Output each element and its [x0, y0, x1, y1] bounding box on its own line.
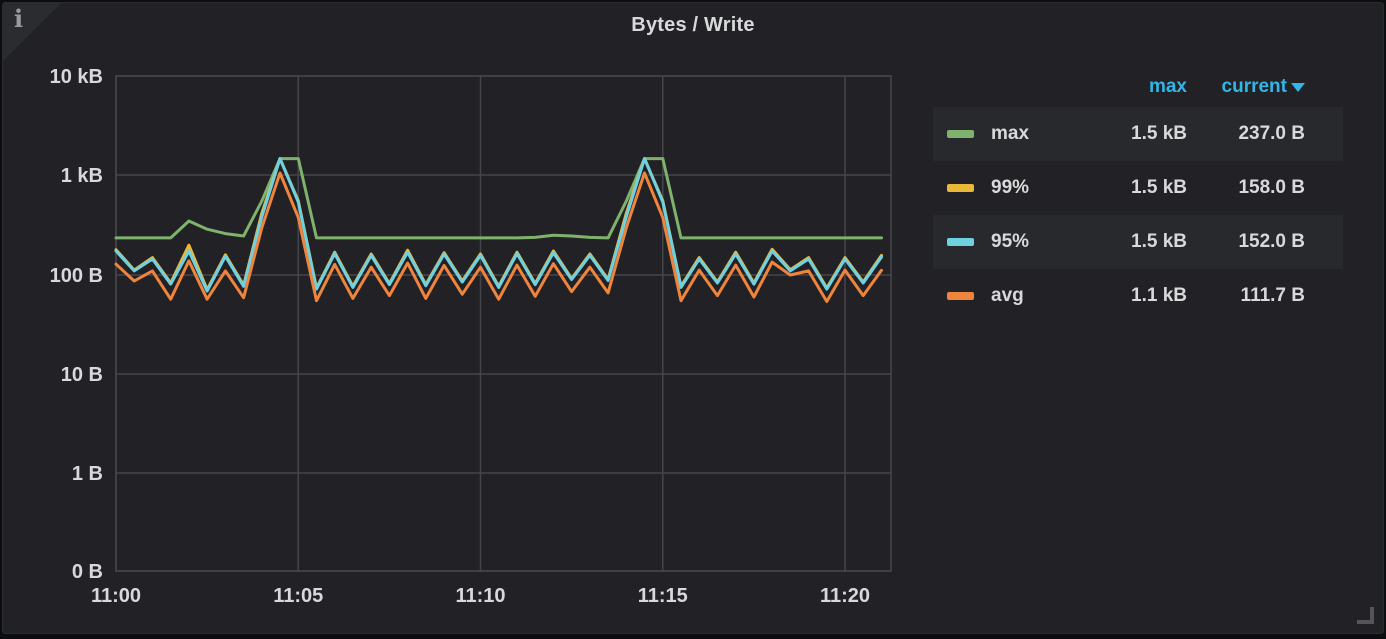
series-current-value: 152.0 B	[1187, 231, 1305, 253]
y-axis-tick-label: 100 B	[50, 265, 103, 287]
y-axis-tick-label: 0 B	[72, 561, 103, 583]
legend-sort-current-label: current	[1222, 76, 1287, 97]
y-axis-tick-label: 10 B	[61, 364, 103, 386]
x-axis-tick-label: 11:20	[820, 585, 870, 607]
legend-table: max current max 1.5 kB 237.0 B 99% 1.5 k…	[933, 67, 1343, 323]
legend-header: max current	[933, 67, 1343, 107]
series-label: max	[991, 123, 1029, 145]
x-axis-tick-label: 11:10	[455, 585, 505, 607]
series-max-value: 1.5 kB	[1073, 231, 1187, 253]
series-swatch-max	[947, 130, 974, 138]
x-axis-tick-label: 11:00	[91, 585, 141, 607]
plot-border	[116, 76, 891, 571]
series-swatch-avg	[947, 292, 974, 300]
series-label: 99%	[991, 177, 1029, 199]
series-swatch-95	[947, 238, 974, 246]
panel-title[interactable]: Bytes / Write	[3, 14, 1383, 37]
legend-row-max[interactable]: max 1.5 kB 237.0 B	[933, 107, 1343, 161]
series-label: avg	[991, 285, 1024, 307]
x-axis-tick-label: 11:05	[273, 585, 323, 607]
series-label: 95%	[991, 231, 1029, 253]
info-icon: i	[14, 7, 23, 31]
series-swatch-99	[947, 184, 974, 192]
y-axis-tick-label: 1 B	[72, 463, 103, 485]
legend-sort-current[interactable]: current	[1187, 76, 1305, 98]
series-max-value: 1.1 kB	[1073, 285, 1187, 307]
series-max-value: 1.5 kB	[1073, 177, 1187, 199]
y-axis-tick-label: 10 kB	[50, 66, 103, 88]
series-current-value: 158.0 B	[1187, 177, 1305, 199]
legend-row-95[interactable]: 95% 1.5 kB 152.0 B	[933, 215, 1343, 269]
panel-info-corner[interactable]: i	[3, 3, 61, 61]
series-current-value: 237.0 B	[1187, 123, 1305, 145]
y-axis-tick-label: 1 kB	[61, 165, 103, 187]
sort-caret-icon	[1291, 83, 1305, 92]
series-max-value: 1.5 kB	[1073, 123, 1187, 145]
legend-sort-max[interactable]: max	[1073, 76, 1187, 98]
series-line-max	[116, 159, 882, 238]
legend-row-99[interactable]: 99% 1.5 kB 158.0 B	[933, 161, 1343, 215]
legend-row-avg[interactable]: avg 1.1 kB 111.7 B	[933, 269, 1343, 323]
panel-resize-handle[interactable]	[1357, 607, 1374, 624]
x-axis-tick-label: 11:15	[638, 585, 688, 607]
series-current-value: 111.7 B	[1187, 285, 1305, 307]
